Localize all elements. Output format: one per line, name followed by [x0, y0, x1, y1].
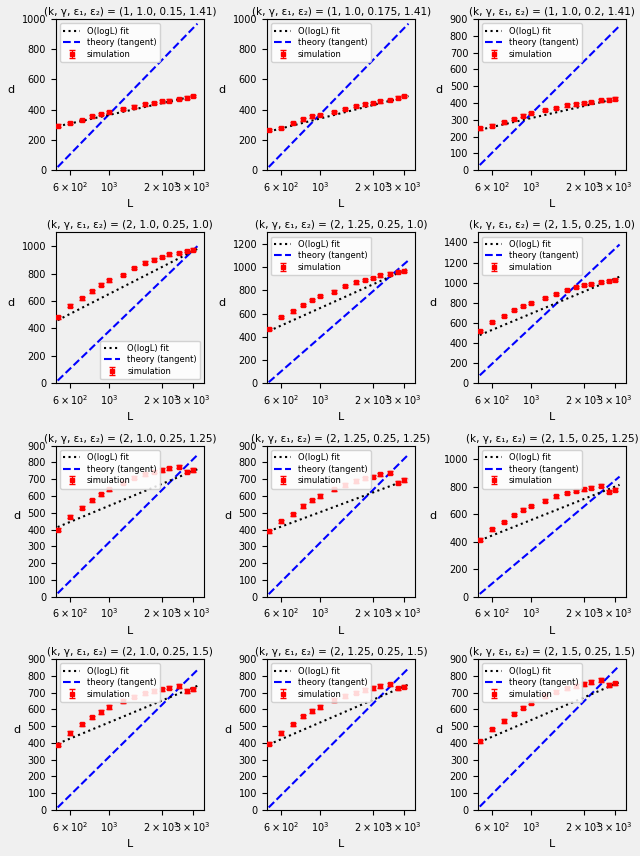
Y-axis label: d: d: [218, 298, 225, 308]
Legend: O(logL) fit, theory (tangent), simulation: O(logL) fit, theory (tangent), simulatio…: [482, 450, 582, 489]
Legend: O(logL) fit, theory (tangent), simulation: O(logL) fit, theory (tangent), simulatio…: [482, 236, 582, 276]
X-axis label: L: L: [127, 839, 133, 849]
Y-axis label: d: d: [435, 85, 442, 94]
Legend: O(logL) fit, theory (tangent), simulation: O(logL) fit, theory (tangent), simulatio…: [271, 23, 371, 62]
X-axis label: L: L: [127, 626, 133, 636]
Legend: O(logL) fit, theory (tangent), simulation: O(logL) fit, theory (tangent), simulatio…: [271, 663, 371, 702]
X-axis label: L: L: [549, 839, 556, 849]
Title: (k, γ, ε₁, ε₂) = (2, 1.25, 0.25, 1.5): (k, γ, ε₁, ε₂) = (2, 1.25, 0.25, 1.5): [255, 647, 428, 657]
Title: (k, γ, ε₁, ε₂) = (2, 1.5, 0.25, 1.5): (k, γ, ε₁, ε₂) = (2, 1.5, 0.25, 1.5): [469, 647, 635, 657]
Y-axis label: d: d: [429, 298, 436, 308]
X-axis label: L: L: [338, 199, 344, 209]
Legend: O(logL) fit, theory (tangent), simulation: O(logL) fit, theory (tangent), simulatio…: [100, 341, 200, 379]
Title: (k, γ, ε₁, ε₂) = (1, 1.0, 0.15, 1.41): (k, γ, ε₁, ε₂) = (1, 1.0, 0.15, 1.41): [44, 7, 216, 17]
Title: (k, γ, ε₁, ε₂) = (2, 1.0, 0.25, 1.25): (k, γ, ε₁, ε₂) = (2, 1.0, 0.25, 1.25): [44, 433, 216, 443]
Legend: O(logL) fit, theory (tangent), simulation: O(logL) fit, theory (tangent), simulatio…: [271, 236, 371, 276]
Title: (k, γ, ε₁, ε₂) = (2, 1.0, 0.25, 1.0): (k, γ, ε₁, ε₂) = (2, 1.0, 0.25, 1.0): [47, 220, 213, 230]
Y-axis label: d: d: [7, 85, 14, 94]
Title: (k, γ, ε₁, ε₂) = (2, 1.5, 0.25, 1.0): (k, γ, ε₁, ε₂) = (2, 1.5, 0.25, 1.0): [469, 220, 635, 230]
Y-axis label: d: d: [7, 298, 14, 308]
Title: (k, γ, ε₁, ε₂) = (2, 1.0, 0.25, 1.5): (k, γ, ε₁, ε₂) = (2, 1.0, 0.25, 1.5): [47, 647, 213, 657]
Legend: O(logL) fit, theory (tangent), simulation: O(logL) fit, theory (tangent), simulatio…: [60, 663, 159, 702]
Title: (k, γ, ε₁, ε₂) = (2, 1.25, 0.25, 1.25): (k, γ, ε₁, ε₂) = (2, 1.25, 0.25, 1.25): [252, 433, 431, 443]
Legend: O(logL) fit, theory (tangent), simulation: O(logL) fit, theory (tangent), simulatio…: [60, 450, 159, 489]
X-axis label: L: L: [338, 839, 344, 849]
Y-axis label: d: d: [13, 511, 20, 521]
Y-axis label: d: d: [218, 85, 225, 94]
Legend: O(logL) fit, theory (tangent), simulation: O(logL) fit, theory (tangent), simulatio…: [60, 23, 159, 62]
Y-axis label: d: d: [224, 511, 231, 521]
Title: (k, γ, ε₁, ε₂) = (1, 1.0, 0.2, 1.41): (k, γ, ε₁, ε₂) = (1, 1.0, 0.2, 1.41): [469, 7, 635, 17]
Title: (k, γ, ε₁, ε₂) = (1, 1.0, 0.175, 1.41): (k, γ, ε₁, ε₂) = (1, 1.0, 0.175, 1.41): [252, 7, 431, 17]
X-axis label: L: L: [127, 199, 133, 209]
Y-axis label: d: d: [224, 724, 231, 734]
X-axis label: L: L: [338, 626, 344, 636]
Legend: O(logL) fit, theory (tangent), simulation: O(logL) fit, theory (tangent), simulatio…: [271, 450, 371, 489]
Title: (k, γ, ε₁, ε₂) = (2, 1.25, 0.25, 1.0): (k, γ, ε₁, ε₂) = (2, 1.25, 0.25, 1.0): [255, 220, 428, 230]
X-axis label: L: L: [549, 626, 556, 636]
Legend: O(logL) fit, theory (tangent), simulation: O(logL) fit, theory (tangent), simulatio…: [482, 663, 582, 702]
X-axis label: L: L: [549, 199, 556, 209]
Y-axis label: d: d: [13, 724, 20, 734]
Y-axis label: d: d: [429, 511, 436, 521]
Y-axis label: d: d: [435, 724, 442, 734]
X-axis label: L: L: [338, 413, 344, 423]
X-axis label: L: L: [127, 413, 133, 423]
Title: (k, γ, ε₁, ε₂) = (2, 1.5, 0.25, 1.25): (k, γ, ε₁, ε₂) = (2, 1.5, 0.25, 1.25): [466, 433, 639, 443]
Legend: O(logL) fit, theory (tangent), simulation: O(logL) fit, theory (tangent), simulatio…: [482, 23, 582, 62]
X-axis label: L: L: [549, 413, 556, 423]
